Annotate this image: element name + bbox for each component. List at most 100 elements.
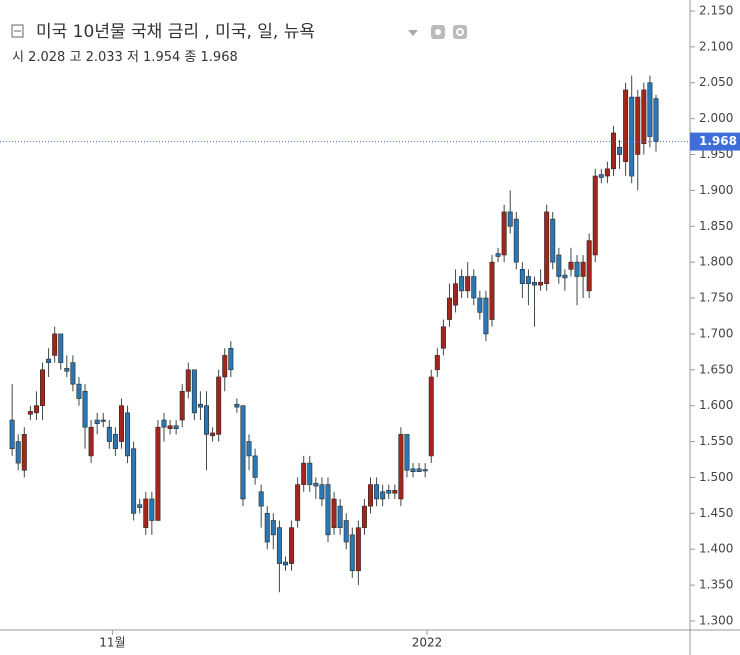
settings-icon-gear <box>456 28 464 36</box>
candle-body <box>465 276 471 292</box>
candle-body <box>179 391 185 421</box>
candle-body <box>276 527 282 564</box>
candle-body <box>513 218 519 263</box>
candle-body <box>313 482 319 487</box>
candle-body <box>331 498 337 528</box>
low-label: 저 <box>127 50 139 65</box>
candle-body <box>623 89 629 162</box>
candle-body <box>538 281 544 286</box>
candle-body <box>416 468 422 472</box>
candle-body <box>446 297 452 320</box>
low-value: 1.954 <box>143 50 180 65</box>
candle-body <box>453 283 459 306</box>
collapse-icon[interactable] <box>11 24 24 38</box>
candle-body <box>550 218 556 263</box>
close-value: 1.968 <box>201 50 238 65</box>
candle-body <box>161 419 167 428</box>
candle-body <box>368 484 374 507</box>
visibility-icon-eye <box>435 29 441 35</box>
candle-body <box>106 426 112 442</box>
candle-body <box>495 253 501 257</box>
candle-body <box>617 147 623 155</box>
x-tick-label: 11월 <box>99 636 125 650</box>
y-tick-label: 1.600 <box>699 398 733 412</box>
high-value: 2.033 <box>86 50 123 65</box>
candle-body <box>58 333 64 363</box>
dropdown-arrow[interactable] <box>408 30 418 36</box>
candle-body <box>434 355 440 371</box>
candle-body <box>149 498 155 521</box>
y-tick-label: 1.900 <box>699 183 733 197</box>
y-tick-label: 1.850 <box>699 219 733 233</box>
close-label: 종 <box>184 50 196 65</box>
candle-body <box>167 425 173 429</box>
candle-body <box>76 383 82 399</box>
candle-body <box>629 96 635 177</box>
candle-body <box>580 261 586 277</box>
candle-body <box>282 561 288 566</box>
candle-body <box>52 333 58 356</box>
candle-body <box>392 490 398 494</box>
candle-body <box>556 254 562 277</box>
candle-body <box>489 261 495 320</box>
candle-body <box>94 419 100 424</box>
candle-body <box>574 261 580 277</box>
high-label: 고 <box>69 50 81 65</box>
candle-body <box>361 505 367 528</box>
candle-body <box>70 362 76 385</box>
candle-body <box>289 527 295 564</box>
candle-body <box>319 484 325 500</box>
settings-icon[interactable] <box>453 25 467 39</box>
y-tick-label: 2.100 <box>699 39 733 53</box>
candle-body <box>46 358 52 363</box>
candle-body <box>598 174 604 178</box>
candle-body <box>210 432 216 437</box>
plot-area <box>9 75 659 593</box>
candle-body <box>459 276 465 292</box>
candle-body <box>204 405 210 435</box>
candle-body <box>15 441 21 464</box>
y-tick-label: 2.150 <box>699 3 733 17</box>
candle-body <box>270 520 276 536</box>
candle-body <box>343 520 349 543</box>
candle-body <box>635 96 641 155</box>
candle-body <box>501 211 507 256</box>
candle-body <box>440 326 446 349</box>
candle-body <box>264 513 270 543</box>
candle-body <box>295 484 301 521</box>
candle-body <box>422 469 428 472</box>
candle-body <box>586 240 592 292</box>
candle-body <box>507 211 513 227</box>
y-tick-label: 1.450 <box>699 506 733 520</box>
y-tick-label: 1.350 <box>699 578 733 592</box>
open-label: 시 <box>12 50 24 65</box>
candle-body <box>337 505 343 528</box>
candle-body <box>234 403 240 408</box>
candle-body <box>355 527 361 572</box>
candle-body <box>519 269 525 284</box>
candle-body <box>374 484 380 500</box>
y-tick-label: 1.750 <box>699 291 733 305</box>
candle-body <box>471 276 477 299</box>
candle-body <box>641 89 647 145</box>
candle-body <box>349 534 355 572</box>
y-tick-label: 1.700 <box>699 326 733 340</box>
x-tick-label: 2022 <box>412 636 443 650</box>
candle-body <box>404 434 410 471</box>
candle-body <box>604 168 610 177</box>
candle-body <box>532 281 538 286</box>
candle-body <box>525 276 531 284</box>
candle-body <box>477 297 483 313</box>
candle-body <box>155 426 161 521</box>
candle-body <box>483 297 489 335</box>
candle-body <box>40 369 46 406</box>
candle-body <box>173 425 179 429</box>
candle-body <box>398 434 404 500</box>
candle-body <box>653 98 659 142</box>
y-tick-label: 1.300 <box>699 613 733 627</box>
candle-body <box>112 434 118 450</box>
candle-body <box>325 484 331 536</box>
candle-body <box>562 274 568 279</box>
y-tick-label: 1.650 <box>699 362 733 376</box>
